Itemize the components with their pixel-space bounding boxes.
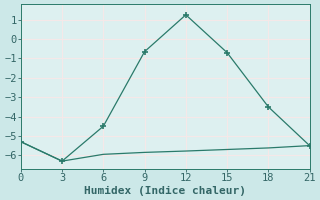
X-axis label: Humidex (Indice chaleur): Humidex (Indice chaleur): [84, 186, 246, 196]
